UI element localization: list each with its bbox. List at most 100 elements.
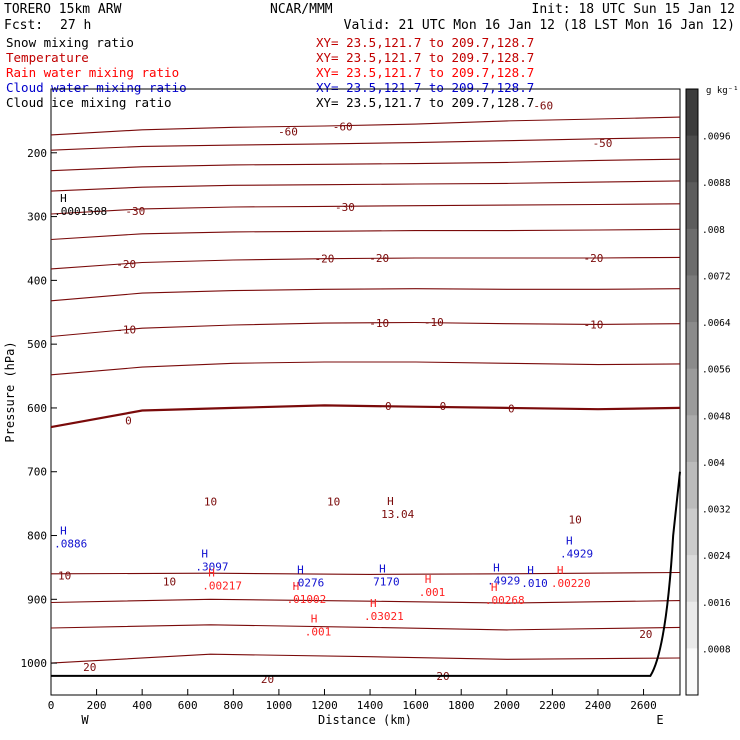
extremum-value-13: .00220 <box>551 577 591 590</box>
extremum-value-12: .010 <box>521 577 548 590</box>
extremum-marker-0: H <box>60 192 67 205</box>
extremum-marker-15: H <box>60 524 67 537</box>
extremum-value-7: 7170 <box>373 576 400 589</box>
colorbar-swatch-3 <box>686 228 698 276</box>
extremum-marker-3: H <box>208 566 215 579</box>
extremum-marker-4: H <box>297 563 304 576</box>
extremum-value-2: .3097 <box>195 560 228 573</box>
colorbar-swatch-4 <box>686 275 698 323</box>
y-tick-label-7: 900 <box>27 593 47 606</box>
contour-label-26: 20 <box>639 628 652 641</box>
y-axis-label: Pressure (hPa) <box>3 341 17 442</box>
contour-label-8: -20 <box>369 252 389 265</box>
colorbar-swatch-7 <box>686 415 698 463</box>
colorbar-unit: g kg⁻¹ <box>706 86 739 96</box>
colorbar-swatch-0 <box>686 89 698 137</box>
x-tick-label-9: 1800 <box>448 699 475 712</box>
contour-label-0: -60 <box>533 100 553 113</box>
temperature-contours <box>50 116 681 664</box>
contour-label-4: -30 <box>125 205 145 218</box>
colorbar-swatch-1 <box>686 135 698 183</box>
colorbar-swatch-9 <box>686 508 698 556</box>
contour-label-11: -10 <box>369 317 389 330</box>
contour-label-5: -30 <box>335 201 355 214</box>
extremum-value-6: .001 <box>305 625 332 638</box>
extremum-marker-11: H <box>491 581 498 594</box>
temperature-contour-12 <box>50 598 681 604</box>
colorbar-frame <box>685 88 699 696</box>
extremum-marker-9: H <box>425 573 432 586</box>
extremum-value-5: .01002 <box>287 593 327 606</box>
x-tick-label-10: 2000 <box>494 699 521 712</box>
temperature-contour-6 <box>50 256 681 270</box>
extremum-marker-8: H <box>370 597 377 610</box>
colorbar-label-6: .0048 <box>702 411 731 422</box>
y-tick-label-0: 200 <box>27 147 47 160</box>
extremum-marker-7: H <box>379 563 386 576</box>
y-tick-label-6: 800 <box>27 530 47 543</box>
contour-label-22: 10 <box>163 575 176 588</box>
contour-label-16: 0 <box>440 400 447 413</box>
x-tick-label-3: 600 <box>178 699 198 712</box>
contour-label-23: 20 <box>83 661 96 674</box>
field-name-cloud-water: Cloud water mixing ratio <box>6 80 187 95</box>
colorbar-swatch-5 <box>686 322 698 370</box>
temperature-contour-4 <box>50 203 681 215</box>
contour-label-15: 0 <box>385 400 392 413</box>
extremum-value-4: .0276 <box>291 576 324 589</box>
contour-label-1: -60 <box>278 126 298 139</box>
extremum-marker-12: H <box>527 564 534 577</box>
colorbar-swatch-8 <box>686 461 698 510</box>
extremum-value-15: .0886 <box>54 537 87 550</box>
colorbar-label-7: .004 <box>702 458 725 469</box>
temperature-contour-3 <box>50 180 681 192</box>
temperature-contour-2 <box>50 158 681 172</box>
temperature-contour-1 <box>50 136 681 151</box>
extrema-labels: H.0001508H13.04H.3097H.00217H.0276H.0100… <box>54 192 593 638</box>
field-name-cloud-ice: Cloud ice mixing ratio <box>6 95 172 110</box>
x-tick-label-13: 2600 <box>630 699 657 712</box>
plot-frame <box>50 88 681 696</box>
field-xy-cloud-ice: XY= 23.5,121.7 to 209.7,128.7 <box>316 95 534 110</box>
colorbar-label-3: .0072 <box>702 271 731 282</box>
fcst-label: Fcst: <box>4 18 43 33</box>
x-tick-label-0: 0 <box>48 699 55 712</box>
field-xy-snow: XY= 23.5,121.7 to 209.7,128.7 <box>316 35 534 50</box>
x-tick-label-11: 2200 <box>539 699 566 712</box>
x-tick-label-4: 800 <box>223 699 243 712</box>
extremum-marker-14: H <box>566 535 573 548</box>
temperature-contour-8 <box>50 321 681 338</box>
colorbar-label-2: .008 <box>702 225 725 236</box>
colorbar-swatch-12 <box>686 648 698 696</box>
field-name-rain: Rain water mixing ratio <box>6 65 179 80</box>
extremum-value-9: .001 <box>419 586 446 599</box>
contour-label-14: 0 <box>125 415 132 428</box>
field-name-snow: Snow mixing ratio <box>6 35 134 50</box>
extremum-value-14: .4929 <box>560 548 593 561</box>
valid-time: Valid: 21 UTC Mon 16 Jan 12 (18 LST Mon … <box>344 18 735 33</box>
field-xy-rain: XY= 23.5,121.7 to 209.7,128.7 <box>316 65 534 80</box>
colorbar-swatch-10 <box>686 555 698 603</box>
contour-label-7: -20 <box>315 253 335 266</box>
contour-label-13: -10 <box>583 318 603 331</box>
extremum-value-0: .0001508 <box>54 205 107 218</box>
y-tick-label-1: 300 <box>27 211 47 224</box>
colorbar-swatch-6 <box>686 368 698 416</box>
y-tick-label-5: 700 <box>27 466 47 479</box>
y-tick-label-3: 500 <box>27 338 47 351</box>
colorbar-swatch-11 <box>686 601 698 649</box>
extremum-value-11: .00268 <box>485 594 525 607</box>
contour-label-21: 10 <box>58 570 71 583</box>
contour-label-17: 0 <box>508 403 515 416</box>
field-legend: Snow mixing ratio XY= 23.5,121.7 to 209.… <box>6 35 534 110</box>
extremum-value-1: 13.04 <box>381 508 414 521</box>
x-tick-label-8: 1600 <box>402 699 429 712</box>
west-label: W <box>81 713 89 727</box>
temperature-contour-7 <box>50 288 681 302</box>
extremum-marker-10: H <box>493 561 500 574</box>
init-time: Init: 18 UTC Sun 15 Jan 12 <box>532 2 736 17</box>
contour-label-10: -10 <box>116 323 136 336</box>
contour-label-12: -10 <box>424 316 444 329</box>
terrain-line <box>51 471 681 677</box>
temperature-contour-14 <box>50 653 681 664</box>
